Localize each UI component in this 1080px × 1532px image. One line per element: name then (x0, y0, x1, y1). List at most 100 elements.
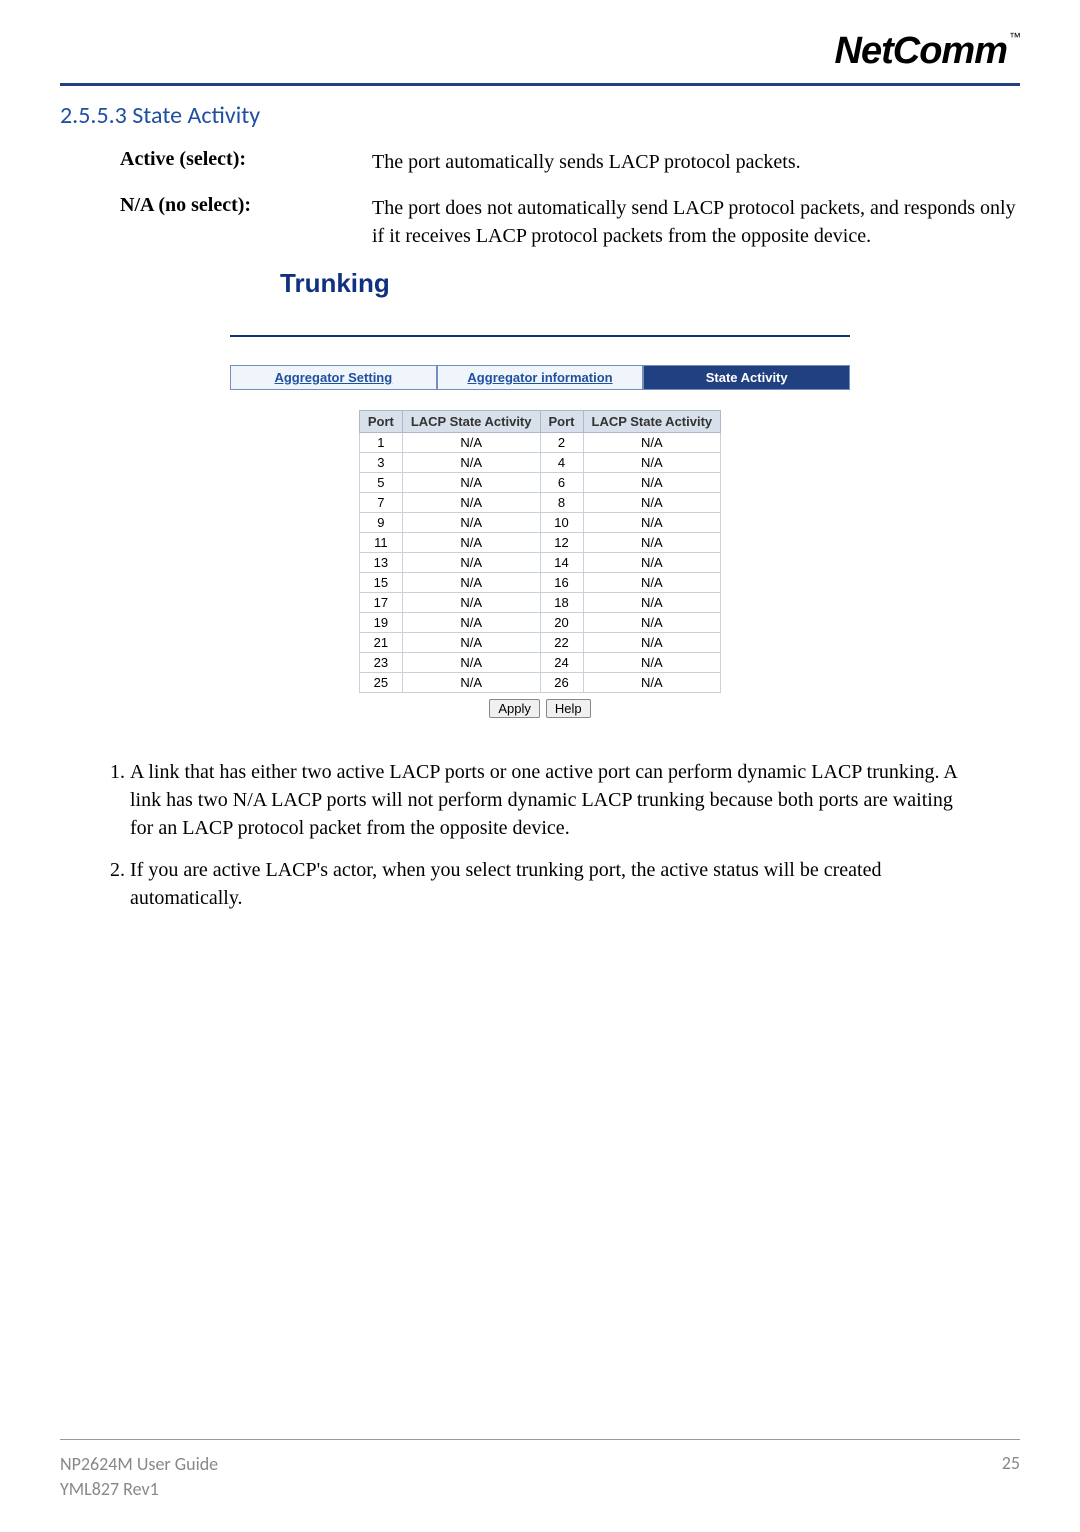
table-row: 17N/A18N/A (359, 593, 720, 613)
apply-button[interactable]: Apply (489, 699, 540, 718)
table-cell: 20 (540, 613, 583, 633)
table-row: 25N/A26N/A (359, 673, 720, 693)
table-row: 15N/A16N/A (359, 573, 720, 593)
table-cell: N/A (402, 553, 540, 573)
table-row: 5N/A6N/A (359, 473, 720, 493)
footer-rev: YML827 Rev1 (60, 1477, 218, 1502)
table-cell: N/A (583, 573, 721, 593)
definition-desc: The port does not automatically send LAC… (372, 194, 1020, 250)
table-cell: 3 (359, 453, 402, 473)
table-cell: N/A (402, 533, 540, 553)
table-cell: 26 (540, 673, 583, 693)
divider (230, 335, 850, 337)
table-cell: 12 (540, 533, 583, 553)
table-row: 21N/A22N/A (359, 633, 720, 653)
page-header: NetComm™ (60, 30, 1020, 86)
table-row: 19N/A20N/A (359, 613, 720, 633)
table-cell: N/A (583, 593, 721, 613)
table-cell: N/A (402, 673, 540, 693)
table-cell: 7 (359, 493, 402, 513)
table-cell: N/A (402, 593, 540, 613)
table-cell: 23 (359, 653, 402, 673)
table-row: 7N/A8N/A (359, 493, 720, 513)
table-cell: 16 (540, 573, 583, 593)
tab-aggregator-information[interactable]: Aggregator information (437, 365, 644, 390)
table-row: 1N/A2N/A (359, 433, 720, 453)
col-header: LACP State Activity (583, 411, 721, 433)
table-cell: 15 (359, 573, 402, 593)
page-footer: NP2624M User Guide YML827 Rev1 25 (60, 1439, 1020, 1502)
table-cell: N/A (583, 633, 721, 653)
section-title-text: State Activity (132, 101, 260, 130)
table-cell: N/A (402, 613, 540, 633)
page-number: 25 (1002, 1452, 1020, 1502)
table-cell: 13 (359, 553, 402, 573)
col-header: LACP State Activity (402, 411, 540, 433)
definition-row: N/A (no select): The port does not autom… (60, 194, 1020, 250)
definition-label: N/A (no select): (60, 194, 372, 250)
footer-guide: NP2624M User Guide (60, 1452, 218, 1477)
table-cell: N/A (402, 493, 540, 513)
help-button[interactable]: Help (546, 699, 591, 718)
table-cell: N/A (583, 653, 721, 673)
table-cell: N/A (583, 453, 721, 473)
table-cell: N/A (402, 633, 540, 653)
table-cell: 6 (540, 473, 583, 493)
table-cell: N/A (402, 473, 540, 493)
table-cell: N/A (583, 513, 721, 533)
table-cell: 4 (540, 453, 583, 473)
table-row: 13N/A14N/A (359, 553, 720, 573)
logo-tm: ™ (1009, 30, 1020, 44)
table-cell: N/A (583, 533, 721, 553)
table-cell: N/A (402, 513, 540, 533)
table-cell: N/A (583, 433, 721, 453)
table-row: 11N/A12N/A (359, 533, 720, 553)
table-cell: 9 (359, 513, 402, 533)
footer-left: NP2624M User Guide YML827 Rev1 (60, 1452, 218, 1502)
col-header: Port (359, 411, 402, 433)
tab-label: State Activity (706, 370, 788, 385)
tab-aggregator-setting[interactable]: Aggregator Setting (230, 365, 437, 390)
table-cell: N/A (583, 613, 721, 633)
table-row: 3N/A4N/A (359, 453, 720, 473)
table-cell: N/A (402, 453, 540, 473)
tab-label: Aggregator information (467, 370, 612, 385)
table-cell: 5 (359, 473, 402, 493)
col-header: Port (540, 411, 583, 433)
table-cell: 8 (540, 493, 583, 513)
table-cell: 19 (359, 613, 402, 633)
tab-state-activity[interactable]: State Activity (643, 365, 850, 390)
table-row: 23N/A24N/A (359, 653, 720, 673)
table-cell: N/A (402, 653, 540, 673)
tab-label: Aggregator Setting (274, 370, 392, 385)
section-heading: 2.5.5.3 State Activity (60, 101, 1020, 130)
logo-text: NetComm (835, 30, 1007, 72)
definition-row: Active (select): The port automatically … (60, 148, 1020, 176)
table-cell: 18 (540, 593, 583, 613)
table-cell: 22 (540, 633, 583, 653)
table-cell: 17 (359, 593, 402, 613)
table-cell: N/A (402, 573, 540, 593)
table-cell: N/A (583, 473, 721, 493)
table-cell: N/A (583, 493, 721, 513)
trunking-screenshot: Trunking Aggregator Setting Aggregator i… (60, 268, 1020, 728)
note-item: A link that has either two active LACP p… (130, 758, 980, 842)
trunking-heading: Trunking (280, 268, 850, 305)
table-cell: 25 (359, 673, 402, 693)
logo: NetComm™ (835, 30, 1020, 73)
table-cell: 10 (540, 513, 583, 533)
table-cell: 24 (540, 653, 583, 673)
table-row: 9N/A10N/A (359, 513, 720, 533)
table-cell: 21 (359, 633, 402, 653)
table-cell: N/A (583, 673, 721, 693)
tab-bar: Aggregator Setting Aggregator informatio… (230, 365, 850, 390)
table-cell: 2 (540, 433, 583, 453)
notes-list: A link that has either two active LACP p… (130, 758, 980, 912)
definition-desc: The port automatically sends LACP protoc… (372, 148, 1020, 176)
lacp-state-table: Port LACP State Activity Port LACP State… (359, 410, 721, 693)
table-cell: N/A (402, 433, 540, 453)
table-cell: 11 (359, 533, 402, 553)
table-cell: N/A (583, 553, 721, 573)
table-cell: 1 (359, 433, 402, 453)
button-row: Apply Help (230, 699, 850, 718)
